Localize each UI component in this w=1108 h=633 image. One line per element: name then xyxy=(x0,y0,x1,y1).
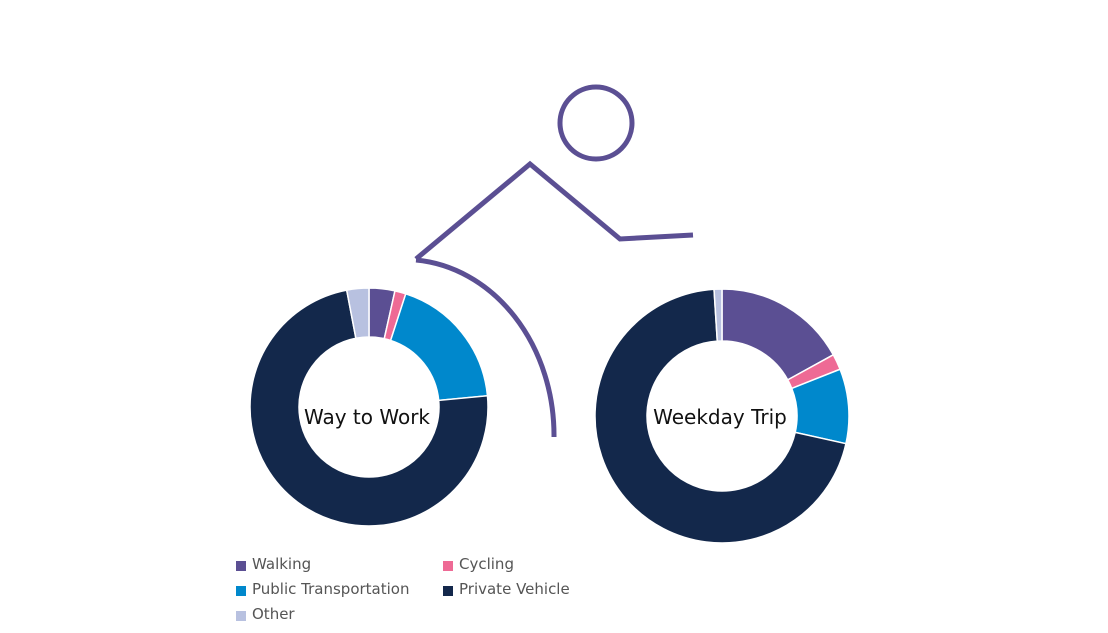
slice-way-to-work-private-vehicle xyxy=(249,289,489,527)
legend-item-private-vehicle: Private Vehicle xyxy=(443,579,650,599)
slice-way-to-work-other xyxy=(345,287,370,340)
legend-item-cycling: Cycling xyxy=(443,554,650,574)
donut-label-way-to-work: Way to Work xyxy=(304,405,430,429)
legend-swatch-private-vehicle xyxy=(443,585,453,596)
legend-swatch-other xyxy=(236,610,246,621)
legend-item-other: Other xyxy=(236,604,443,624)
legend-label-walking: Walking xyxy=(252,555,312,573)
legend-item-public-transportation: Public Transportation xyxy=(236,579,443,599)
legend-label-other: Other xyxy=(252,605,295,623)
slice-way-to-work-public-transportation xyxy=(389,292,489,402)
legend-item-walking: Walking xyxy=(236,554,443,574)
donut-way-to-work xyxy=(249,287,489,527)
legend: Walking Cycling Public Transportation Pr… xyxy=(236,554,656,624)
legend-label-cycling: Cycling xyxy=(459,555,514,573)
legend-swatch-cycling xyxy=(443,560,453,571)
legend-label-private-vehicle: Private Vehicle xyxy=(459,580,570,598)
cyclist-illustration xyxy=(414,84,694,438)
cyclist-body-line xyxy=(414,160,694,261)
cyclist-wheel-arc xyxy=(415,257,557,438)
donut-weekday-trip xyxy=(594,288,850,544)
legend-swatch-public-transportation xyxy=(236,585,246,596)
slice-weekday-trip-other xyxy=(713,288,723,342)
legend-swatch-walking xyxy=(236,560,246,571)
donut-label-weekday-trip: Weekday Trip xyxy=(653,405,787,429)
cyclist-head-icon xyxy=(557,84,635,162)
slice-weekday-trip-private-vehicle xyxy=(594,288,847,544)
legend-label-public-transportation: Public Transportation xyxy=(252,580,410,598)
